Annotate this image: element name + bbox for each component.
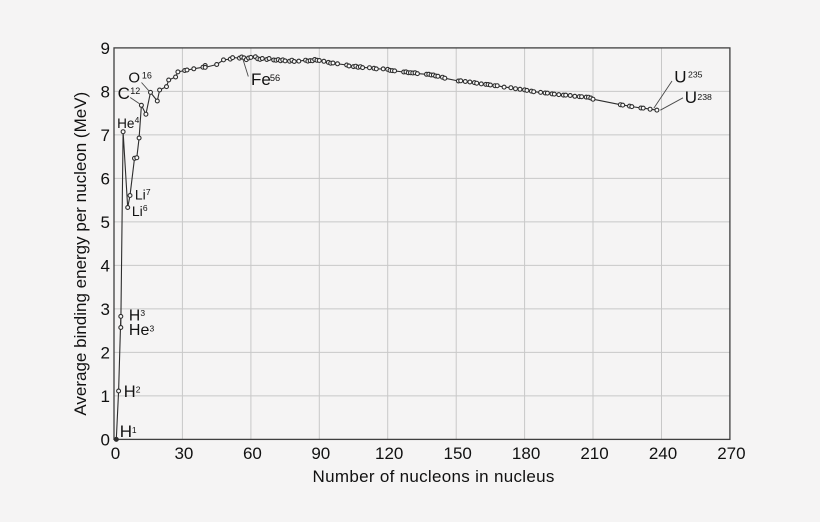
svg-text:7: 7 xyxy=(101,126,110,145)
svg-text:270: 270 xyxy=(717,444,745,463)
svg-text:210: 210 xyxy=(580,444,608,463)
svg-text:C: C xyxy=(118,84,130,103)
svg-text:2: 2 xyxy=(136,385,141,395)
svg-text:O: O xyxy=(128,69,140,86)
svg-text:He: He xyxy=(117,116,134,131)
svg-text:U: U xyxy=(685,88,697,107)
svg-text:235: 235 xyxy=(688,69,703,79)
svg-text:238: 238 xyxy=(697,92,712,102)
svg-text:U: U xyxy=(674,67,686,86)
svg-text:30: 30 xyxy=(174,444,193,463)
svg-text:Average binding energy per nuc: Average binding energy per nucleon (MeV) xyxy=(71,92,90,416)
svg-text:3: 3 xyxy=(101,300,110,319)
svg-text:2: 2 xyxy=(101,344,110,363)
svg-text:6: 6 xyxy=(143,203,148,213)
svg-text:Number of nucleons in nucleus: Number of nucleons in nucleus xyxy=(313,467,555,486)
svg-text:9: 9 xyxy=(101,39,110,58)
svg-text:60: 60 xyxy=(243,444,262,463)
svg-text:4: 4 xyxy=(135,115,140,125)
svg-text:H: H xyxy=(124,383,136,401)
svg-text:1: 1 xyxy=(101,387,110,406)
svg-text:0: 0 xyxy=(101,431,110,450)
svg-text:8: 8 xyxy=(101,83,110,102)
svg-text:120: 120 xyxy=(375,444,403,463)
svg-text:150: 150 xyxy=(444,444,472,463)
svg-text:240: 240 xyxy=(649,444,677,463)
svg-text:90: 90 xyxy=(311,444,330,463)
svg-text:H: H xyxy=(129,308,140,325)
svg-text:1: 1 xyxy=(132,425,137,435)
svg-text:Li: Li xyxy=(135,187,146,203)
svg-text:180: 180 xyxy=(512,444,540,463)
svg-text:56: 56 xyxy=(270,73,280,83)
svg-text:3: 3 xyxy=(140,308,145,318)
svg-text:12: 12 xyxy=(130,86,140,96)
svg-text:6: 6 xyxy=(101,170,110,189)
svg-text:16: 16 xyxy=(142,70,152,80)
svg-text:7: 7 xyxy=(146,187,151,197)
svg-text:Fe: Fe xyxy=(251,70,271,89)
svg-text:3: 3 xyxy=(150,323,155,333)
svg-text:Li: Li xyxy=(132,203,143,219)
svg-text:0: 0 xyxy=(111,444,120,463)
svg-text:He: He xyxy=(129,322,150,339)
svg-text:H: H xyxy=(120,422,132,441)
svg-text:4: 4 xyxy=(101,257,110,276)
svg-text:5: 5 xyxy=(101,213,110,232)
